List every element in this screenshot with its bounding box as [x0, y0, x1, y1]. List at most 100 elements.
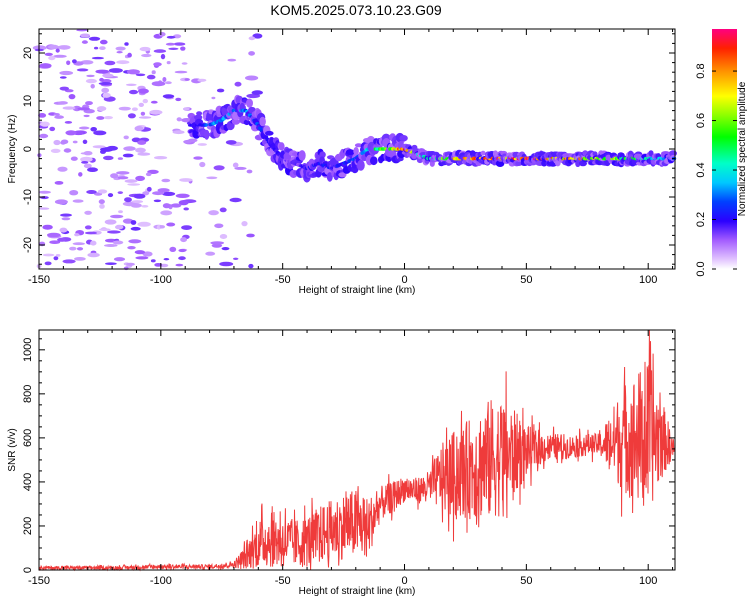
colorbar-gradient [712, 29, 737, 269]
spectrogram-noise-cell [44, 52, 53, 57]
spectrogram-noise-cell [102, 92, 111, 98]
spectrogram-noise-cell [197, 78, 207, 82]
spectrogram-noise-cell [83, 151, 93, 156]
spectrogram-noise-cell [112, 240, 124, 245]
spectrogram-noise-cell [175, 97, 182, 102]
spectrogram-noise-cell [245, 75, 259, 81]
spectrogram-noise-cell [48, 55, 56, 61]
spectrogram-noise-cell [130, 203, 142, 208]
spectrogram-noise-cell [174, 70, 188, 74]
spectrogram-noise-cell [123, 146, 136, 151]
x-tick-label: -50 [275, 274, 291, 286]
spectrogram-ridge-halo [194, 114, 203, 121]
spectrogram-noise-cell [151, 70, 156, 75]
spectrogram-noise-cell [49, 240, 61, 244]
spectrogram-noise-cell [106, 145, 118, 151]
spectrogram-noise-cell [39, 241, 46, 247]
spectrogram-noise-cell [116, 171, 130, 175]
spectrogram-noise-cell [63, 148, 72, 153]
spectrogram-noise-cell [53, 113, 60, 116]
spectrogram-ridge-halo [353, 147, 359, 156]
y-tick-label: -10 [22, 189, 34, 205]
spectrogram-noise-cell [124, 179, 138, 183]
spectrogram-noise-cell [96, 106, 107, 112]
spectrogram-noise-cell [139, 46, 151, 52]
spectrogram-noise-cell [60, 213, 72, 217]
x-tick-label: 100 [639, 575, 657, 587]
spectrogram-noise-cell [179, 178, 193, 182]
colorbar-tick-label: 0.8 [695, 63, 707, 78]
spectrogram-noise-cell [178, 256, 186, 261]
x-tick-label: -50 [275, 575, 291, 587]
spectrogram-noise-cell [168, 47, 179, 50]
spectrogram-noise-cell [208, 210, 219, 216]
spectrogram-noise-cell [146, 74, 156, 80]
spectrogram-noise-cell [158, 32, 166, 37]
spectrogram-noise-cell [104, 60, 116, 66]
spectrogram-noise-cell [234, 166, 247, 170]
spectrogram-noise-cell [162, 203, 171, 209]
spectrogram-noise-cell [142, 98, 148, 104]
spectrogram-noise-cell [127, 246, 136, 250]
spectrogram-noise-cell [124, 197, 132, 203]
spectrogram-noise-cell [83, 163, 92, 169]
spectrogram-noise-cell [122, 218, 134, 224]
spectrogram-ridge-halo [345, 149, 355, 156]
x-tick-label: -150 [28, 575, 50, 587]
spectrogram-noise-cell [178, 248, 187, 253]
spectrogram-noise-cell [246, 169, 253, 174]
spectrogram-noise-cell [88, 36, 101, 41]
spectrogram-noise-cell [91, 56, 104, 60]
spectrogram-noise-cell [130, 220, 137, 225]
spectrogram-noise-cell [107, 230, 121, 234]
spectrogram-noise-cell [72, 242, 86, 246]
x-tick-label: 0 [401, 274, 407, 286]
spectrogram-noise-cell [54, 181, 64, 185]
spectrogram-noise-cell [137, 152, 151, 156]
spectrogram-noise-cell [178, 200, 189, 206]
spectrogram-ridge-halo [243, 119, 250, 126]
spectrogram-noise-cell [126, 69, 140, 75]
y-tick-label: -20 [22, 237, 34, 253]
spectrogram-noise-cell [86, 74, 95, 78]
spectrogram-noise-cell [82, 139, 88, 144]
spectrogram-noise-cell [123, 135, 129, 140]
spectrogram-noise-cell [175, 193, 190, 198]
spectrogram-noise-cell [66, 60, 71, 66]
x-tick-label: -100 [150, 274, 172, 286]
spectrogram-noise-cell [216, 88, 225, 93]
spectrogram-noise-cell [170, 203, 182, 208]
spectrogram-noise-cell [42, 253, 55, 257]
spectrogram-noise-cell [165, 81, 172, 85]
spectrogram-noise-cell [135, 147, 146, 153]
spectrogram-ridge-halo [357, 159, 365, 171]
spectrogram-noise-cell [77, 107, 90, 111]
spectrogram-noise-cell [53, 54, 67, 58]
spectrogram-noise-cell [92, 145, 106, 149]
spectrogram-noise-cell [127, 113, 136, 119]
spectrogram-x-axis: -150 -100 -50 0 50 100 [28, 29, 674, 286]
spectrogram-x-axis-label: Height of straight line (km) [299, 285, 416, 296]
spectrogram-y-axis: -20 -10 0 10 20 [22, 33, 675, 265]
spectrogram-noise-cell [103, 116, 113, 120]
spectrogram-noise-cell [72, 199, 84, 203]
spectrogram-ridge-halo [338, 172, 347, 178]
spectrogram-noise-cell [166, 222, 176, 227]
spectrogram-noise-cell [90, 240, 97, 246]
spectrogram-noise-cell [172, 130, 185, 135]
snr-frame [38, 329, 676, 571]
snr-panel: -150 -100 -50 0 50 100 0 200 400 600 800 1000 Heig… [7, 329, 676, 597]
spectrogram-noise-cell [153, 49, 167, 53]
spectrogram-noise-cell [118, 210, 123, 214]
spectrogram-noise-cell [74, 257, 86, 261]
spectrogram-noise-cell [104, 219, 117, 225]
spectrogram-noise-cell [99, 46, 106, 50]
spectrogram-noise-cell [219, 207, 227, 213]
spectrogram-noise-cell [48, 44, 60, 50]
spectrogram-noise-cell [79, 33, 91, 38]
spectrogram-noise-cell [57, 45, 71, 50]
spectrogram-noise-cell [57, 101, 68, 105]
spectrogram-noise-cell [232, 162, 239, 168]
spectrogram-noise-cell [135, 175, 146, 181]
